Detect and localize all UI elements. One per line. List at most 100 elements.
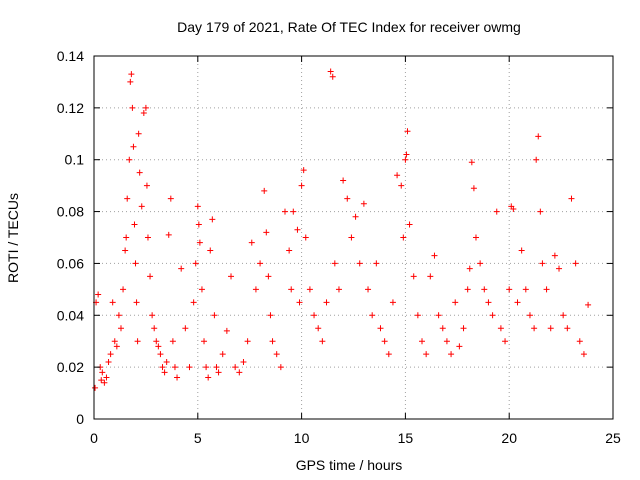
data-point	[389, 299, 396, 306]
data-point	[398, 182, 405, 189]
data-point	[244, 338, 251, 345]
x-tick-label: 15	[398, 430, 414, 446]
grid-lines	[94, 56, 613, 419]
data-point	[151, 325, 158, 332]
data-point	[155, 343, 162, 350]
data-point	[470, 185, 477, 192]
plot-frame	[93, 55, 614, 420]
data-point	[130, 143, 137, 150]
data-point	[98, 377, 105, 384]
axis-ticks	[93, 55, 614, 420]
data-point	[522, 286, 529, 293]
data-point	[340, 177, 347, 184]
x-tick-label: 20	[501, 430, 517, 446]
data-point	[348, 234, 355, 241]
data-point	[551, 252, 558, 259]
data-point	[493, 208, 500, 215]
data-point	[215, 369, 222, 376]
data-point	[167, 195, 174, 202]
data-point	[196, 239, 203, 246]
data-point	[477, 260, 484, 267]
data-point	[506, 286, 513, 293]
data-point	[99, 369, 106, 376]
data-point	[414, 312, 421, 319]
data-point	[539, 260, 546, 267]
data-point	[261, 187, 268, 194]
data-point	[356, 260, 363, 267]
data-point	[302, 234, 309, 241]
data-point	[360, 200, 367, 207]
data-point	[585, 301, 592, 308]
y-tick-label: 0.04	[57, 307, 84, 323]
data-point	[315, 325, 322, 332]
data-point	[149, 312, 156, 319]
data-point	[403, 151, 410, 158]
data-point	[219, 351, 226, 358]
data-point	[572, 260, 579, 267]
y-tick-label: 0.08	[57, 204, 84, 220]
data-point	[144, 234, 151, 241]
x-tick-labels: 0 5 10 15 20 25	[90, 430, 621, 446]
data-point	[161, 369, 168, 376]
data-point	[248, 239, 255, 246]
data-point	[273, 351, 280, 358]
data-point	[306, 286, 313, 293]
data-point	[377, 325, 384, 332]
data-point	[419, 338, 426, 345]
y-tick-label: 0.14	[57, 48, 84, 64]
x-tick-label: 10	[294, 430, 310, 446]
data-point	[127, 78, 134, 85]
data-point	[344, 195, 351, 202]
data-point	[157, 351, 164, 358]
data-point	[95, 291, 102, 298]
data-point	[288, 286, 295, 293]
data-point	[281, 208, 288, 215]
data-point	[466, 265, 473, 272]
data-point	[174, 374, 181, 381]
data-point	[182, 325, 189, 332]
data-point	[159, 364, 166, 371]
data-point	[178, 265, 185, 272]
data-point	[580, 351, 587, 358]
data-point	[211, 312, 218, 319]
data-point	[213, 364, 220, 371]
x-tick-label: 25	[605, 430, 621, 446]
data-point	[518, 247, 525, 254]
data-point	[207, 247, 214, 254]
data-point	[290, 208, 297, 215]
data-point	[568, 195, 575, 202]
x-tick-label: 5	[194, 430, 202, 446]
data-point	[423, 351, 430, 358]
data-point	[269, 338, 276, 345]
data-point	[427, 273, 434, 280]
data-point	[298, 182, 305, 189]
data-point	[165, 231, 172, 238]
data-point	[533, 156, 540, 163]
data-point	[564, 325, 571, 332]
data-point	[113, 343, 120, 350]
data-point	[194, 203, 201, 210]
data-point	[132, 260, 139, 267]
data-point	[228, 273, 235, 280]
data-point	[543, 286, 550, 293]
data-point	[497, 325, 504, 332]
data-point	[406, 221, 413, 228]
data-point	[502, 338, 509, 345]
data-point	[404, 128, 411, 135]
data-point	[394, 172, 401, 179]
data-point	[169, 338, 176, 345]
data-point	[122, 247, 129, 254]
data-point	[131, 221, 138, 228]
data-point	[101, 379, 108, 386]
data-point	[352, 213, 359, 220]
data-point	[232, 364, 239, 371]
data-point	[381, 338, 388, 345]
data-point	[153, 338, 160, 345]
data-point	[105, 358, 112, 365]
data-point	[489, 312, 496, 319]
data-point	[460, 325, 467, 332]
data-point	[323, 299, 330, 306]
data-point	[472, 234, 479, 241]
data-point	[123, 234, 130, 241]
